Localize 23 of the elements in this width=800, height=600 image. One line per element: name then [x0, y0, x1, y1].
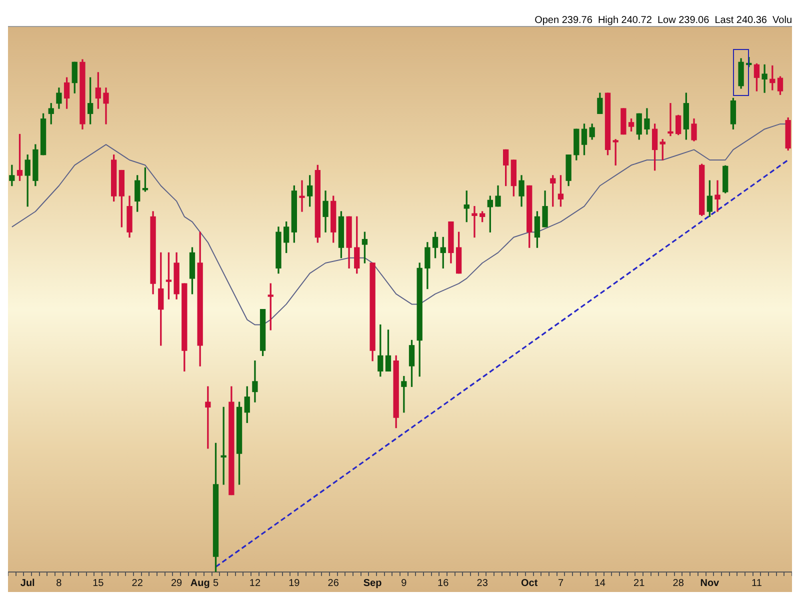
x-tick-label: 9 [401, 578, 408, 589]
x-tick-label: 7 [558, 578, 564, 589]
x-tick-label: 14 [594, 578, 606, 589]
x-tick-label: 5 [212, 578, 219, 589]
x-tick-label: 19 [288, 578, 300, 589]
x-tick-label: 28 [672, 578, 684, 589]
x-tick-label: 21 [634, 578, 646, 589]
x-tick-label: 16 [438, 578, 450, 589]
x-tick-label: 23 [476, 578, 488, 589]
x-tick-label: 22 [132, 578, 144, 589]
text: Open 239.76 High 240.72 Low 239.06 Last 240.36 Volu [534, 15, 792, 26]
x-tick-label: Oct [521, 578, 538, 589]
x-tick-label: 8 [56, 578, 62, 589]
x-tick-label: Aug [190, 578, 210, 589]
x-tick-label: Jul [20, 578, 36, 589]
x-tick-label: 29 [170, 578, 183, 589]
x-tick-label: 11 [752, 578, 762, 589]
x-tick-label: 12 [249, 578, 261, 589]
x-tick-label: Sep [363, 578, 382, 589]
x-tick-label: Nov [700, 578, 720, 589]
x-tick-label: 15 [92, 578, 104, 589]
candlestick [620, 108, 626, 135]
x-tick-label: 26 [328, 578, 340, 589]
